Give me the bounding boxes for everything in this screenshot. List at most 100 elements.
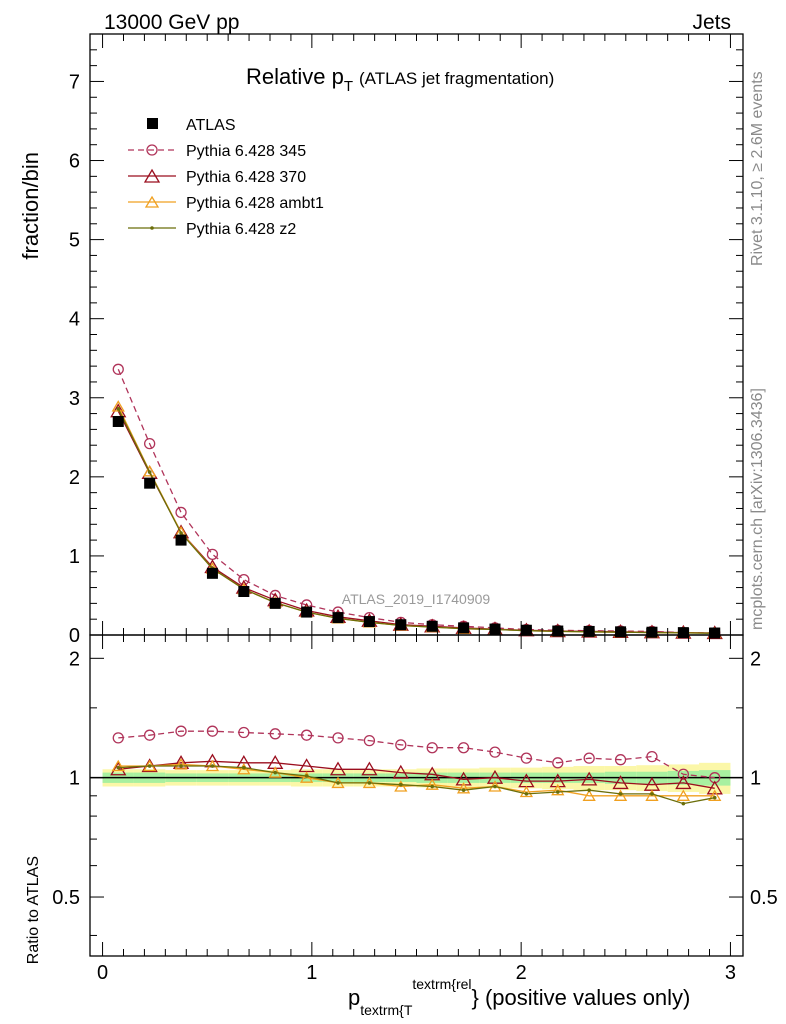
ratio-marker-pythia-6-428-z2-14 bbox=[555, 790, 560, 794]
main-marker-pythia-6-428-ambt1-1 bbox=[143, 465, 157, 477]
ratio-marker-pythia-6-428-345-6 bbox=[300, 729, 313, 741]
ratio-marker-pythia-6-428-370-0 bbox=[110, 761, 127, 776]
main-panel: 0 1 2 3 4 5 6 7 bbox=[69, 33, 744, 647]
ratio-marker-pythia-6-428-ambt1-2 bbox=[174, 758, 188, 770]
legend-label-z2: Pythia 6.428 z2 bbox=[186, 221, 296, 238]
ratio-marker-pythia-6-428-370-14 bbox=[549, 773, 566, 788]
ratio-marker-pythia-6-428-ambt1-4 bbox=[237, 762, 251, 775]
ratio-marker-pythia-6-428-345-11 bbox=[457, 742, 470, 754]
ratio-marker-pythia-6-428-ambt1-0 bbox=[111, 759, 125, 772]
ratio-marker-pythia-6-428-z2-15 bbox=[587, 788, 591, 792]
ratio-marker-pythia-6-428-370-15 bbox=[581, 771, 598, 786]
main-title-sub: T bbox=[344, 78, 353, 95]
main-ylabel: fraction/bin bbox=[18, 152, 43, 260]
main-ytick-label-1: 1 bbox=[69, 546, 80, 568]
main-marker-atlas-9 bbox=[395, 619, 407, 631]
xaxis-label-sup: textrm{rel bbox=[412, 976, 471, 992]
ratio-marker-pythia-6-428-z2-11 bbox=[461, 788, 466, 792]
side-label-top: Rivet 3.1.10, ≥ 2.6M events bbox=[749, 71, 766, 266]
legend-marker-ambt1 bbox=[144, 195, 160, 208]
ratio-ytick-label-0.5: 0.5 bbox=[52, 887, 80, 909]
ratio-marker-pythia-6-428-345-9 bbox=[395, 739, 407, 751]
xtick-label-0: 0 bbox=[97, 962, 108, 984]
legend-item-370: Pythia 6.428 370 bbox=[128, 168, 306, 186]
legend-item-z2: Pythia 6.428 z2 bbox=[128, 221, 296, 238]
ratio-marker-pythia-6-428-z2-17 bbox=[650, 792, 654, 796]
xaxis-label-sub: textrm{T bbox=[360, 1002, 413, 1018]
main-title-rest: (ATLAS jet fragmentation) bbox=[359, 69, 554, 88]
main-marker-atlas-11 bbox=[458, 622, 470, 634]
ratio-marker-pythia-6-428-z2-9 bbox=[399, 782, 403, 787]
ratio-marker-pythia-6-428-345-18 bbox=[677, 768, 690, 780]
ratio-marker-pythia-6-428-z2-10 bbox=[430, 784, 434, 789]
main-line-pythia-6-428-345 bbox=[117, 369, 715, 634]
ratio-panel: 0 1 2 3 0.5 0.5 1 1 2 2 bbox=[52, 634, 778, 984]
legend-label-ambt1: Pythia 6.428 ambt1 bbox=[186, 195, 324, 212]
main-marker-pythia-6-428-z2-0 bbox=[116, 407, 121, 411]
ratio-marker-pythia-6-428-370-16 bbox=[612, 775, 629, 790]
ratio-marker-pythia-6-428-370-7 bbox=[329, 761, 347, 776]
main-marker-atlas-0 bbox=[112, 415, 124, 427]
ratio-marker-pythia-6-428-345-5 bbox=[269, 728, 281, 740]
ratio-marker-pythia-6-428-ambt1-6 bbox=[299, 771, 314, 783]
main-marker-pythia-6-428-z2-1 bbox=[147, 470, 152, 474]
xtick-label-2: 2 bbox=[516, 962, 527, 984]
main-marker-atlas-14 bbox=[552, 625, 564, 637]
ratio-marker-pythia-6-428-ambt1-10 bbox=[425, 778, 439, 790]
ratio-marker-pythia-6-428-345-4 bbox=[238, 726, 250, 739]
ratio-marker-pythia-6-428-z2-4 bbox=[242, 765, 246, 770]
xtick-label-1: 1 bbox=[306, 962, 317, 984]
ratio-marker-pythia-6-428-345-13 bbox=[520, 752, 533, 764]
ratio-marker-pythia-6-428-z2-8 bbox=[367, 781, 372, 785]
ratio-ytick-label-right-0.5: 0.5 bbox=[750, 887, 778, 909]
xaxis-label-main: p bbox=[348, 985, 360, 1010]
main-marker-pythia-6-428-z2-2 bbox=[179, 531, 183, 535]
ratio-marker-pythia-6-428-z2-12 bbox=[493, 784, 497, 789]
ratio-ytick-label-2: 2 bbox=[69, 648, 80, 670]
main-marker-pythia-6-428-345-1 bbox=[143, 437, 156, 450]
ratio-marker-pythia-6-428-ambt1-15 bbox=[582, 789, 596, 801]
ratio-marker-pythia-6-428-345-12 bbox=[489, 746, 501, 758]
main-ytick-label-4: 4 bbox=[69, 309, 80, 331]
ratio-marker-pythia-6-428-ambt1-17 bbox=[645, 789, 659, 801]
ratio-marker-pythia-6-428-z2-7 bbox=[336, 781, 340, 785]
legend-marker-345 bbox=[146, 144, 158, 156]
ratio-marker-pythia-6-428-ambt1-16 bbox=[613, 789, 628, 801]
xtick-label-3: 3 bbox=[725, 962, 736, 984]
ratio-marker-pythia-6-428-z2-2 bbox=[179, 764, 183, 768]
main-marker-atlas-16 bbox=[615, 626, 627, 638]
legend: ATLAS Pythia 6.428 345 Pythia 6.428 370 … bbox=[128, 117, 324, 238]
ratio-marker-pythia-6-428-z2-0 bbox=[116, 765, 121, 770]
main-ytick-label-7: 7 bbox=[69, 71, 80, 93]
legend-item-ambt1: Pythia 6.428 ambt1 bbox=[128, 195, 324, 212]
ratio-line-pythia-6-428-370 bbox=[118, 760, 715, 789]
ratio-marker-pythia-6-428-345-10 bbox=[426, 742, 438, 754]
ratio-marker-pythia-6-428-z2-18 bbox=[681, 801, 686, 806]
ratio-marker-pythia-6-428-345-16 bbox=[614, 754, 627, 766]
xaxis-label: ptextrm{T textrm{rel} (positive values on… bbox=[348, 976, 690, 1018]
main-marker-atlas-3 bbox=[206, 567, 218, 579]
ratio-marker-pythia-6-428-370-9 bbox=[392, 764, 409, 779]
main-marker-pythia-6-428-345-2 bbox=[175, 506, 187, 519]
main-ytick-label-3: 3 bbox=[69, 388, 80, 410]
header-left: 13000 GeV pp bbox=[104, 11, 239, 34]
xaxis-label-rest: } (positive values only) bbox=[472, 985, 691, 1010]
main-marker-atlas-7 bbox=[332, 612, 344, 624]
ratio-marker-pythia-6-428-z2-19 bbox=[712, 795, 717, 800]
ratio-marker-pythia-6-428-370-19 bbox=[706, 780, 723, 795]
ratio-ytick-label-1: 1 bbox=[69, 768, 80, 790]
main-marker-pythia-6-428-345-3 bbox=[206, 548, 219, 560]
ratio-ytick-label-right-1: 1 bbox=[750, 768, 761, 790]
ratio-marker-pythia-6-428-z2-13 bbox=[524, 792, 529, 796]
ratio-marker-pythia-6-428-ambt1-19 bbox=[708, 789, 722, 801]
ratio-marker-pythia-6-428-345-2 bbox=[175, 725, 187, 737]
main-ytick-label-0: 0 bbox=[69, 625, 80, 647]
ratio-marker-pythia-6-428-370-8 bbox=[361, 761, 378, 776]
main-marker-atlas-6 bbox=[301, 606, 313, 618]
legend-label-345: Pythia 6.428 345 bbox=[186, 143, 306, 160]
ratio-marker-pythia-6-428-345-7 bbox=[332, 732, 344, 744]
ratio-ytick-label-right-2: 2 bbox=[750, 648, 761, 670]
ratio-marker-pythia-6-428-ambt1-11 bbox=[456, 782, 471, 794]
ratio-marker-pythia-6-428-345-14 bbox=[552, 757, 564, 769]
main-title: Relative pT (ATLAS jet fragmentation) bbox=[246, 64, 554, 95]
